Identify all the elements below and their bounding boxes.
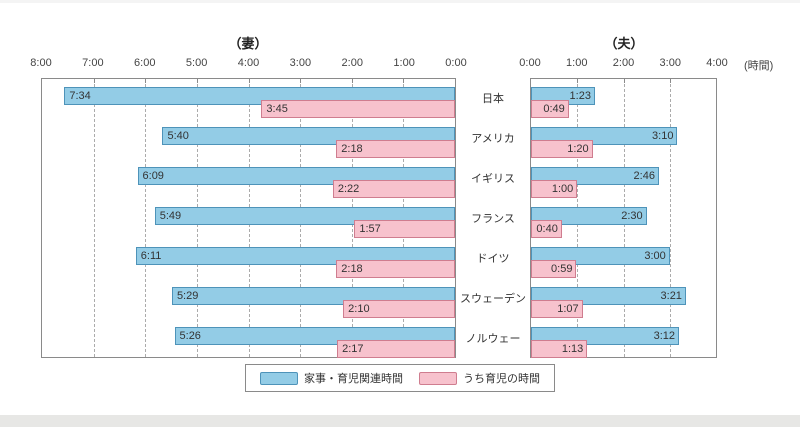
bar-value-label: 2:18 bbox=[341, 142, 363, 155]
axis-tick-label: 5:00 bbox=[185, 57, 208, 69]
husband-panel-title: （夫） bbox=[604, 36, 644, 51]
bar-value-label: 1:57 bbox=[359, 222, 381, 235]
axis-tick-label: 7:00 bbox=[82, 57, 104, 69]
bar-value-label: 1:23 bbox=[569, 89, 591, 102]
gridline bbox=[93, 79, 95, 357]
bar-value-label: 2:30 bbox=[621, 209, 643, 222]
husband-panel: 1:23 0:49 3:10 1:20 2:46 1:00 2:30 0:40 3:00 0:59… bbox=[530, 78, 717, 358]
bar-value-label: 3:10 bbox=[652, 129, 674, 142]
wife-axis: 8:00 7:00 6:00 5:00 4:00 3:00 2:00 1:00 0:00 bbox=[30, 57, 466, 71]
bar-value-label: 5:26 bbox=[179, 329, 201, 342]
legend-swatch-icon bbox=[419, 371, 457, 385]
axis-tick-label: 6:00 bbox=[134, 57, 156, 69]
legend-item: 家事・育児関連時間 bbox=[260, 370, 403, 386]
bar-value-label: 6:09 bbox=[142, 169, 164, 182]
axis-tick-mark bbox=[93, 79, 95, 83]
country-label: 日本 bbox=[482, 93, 504, 105]
bar-value-label: 3:12 bbox=[653, 329, 675, 342]
bar-husband-childcare: 0:49 bbox=[531, 100, 569, 118]
axis-tick-label: 1:00 bbox=[566, 57, 588, 69]
country-label: イギリス bbox=[471, 173, 515, 185]
bar-value-label: 2:17 bbox=[342, 342, 364, 355]
axis-tick-label: 1:00 bbox=[393, 57, 415, 69]
bar-value-label: 1:20 bbox=[567, 142, 589, 155]
bar-wife-childcare: 2:18 bbox=[336, 140, 455, 158]
axis-tick-mark bbox=[196, 79, 198, 83]
wife-panel-title: （妻） bbox=[228, 36, 268, 51]
axis-tick-mark bbox=[300, 79, 302, 83]
bar-wife-childcare: 2:22 bbox=[332, 180, 455, 198]
legend-item: うち育児の時間 bbox=[419, 370, 540, 386]
axis-tick-label: 3:00 bbox=[289, 57, 312, 69]
legend-swatch-icon bbox=[260, 371, 298, 385]
axis-tick-label: 4:00 bbox=[237, 57, 260, 69]
bar-value-label: 2:10 bbox=[348, 302, 370, 315]
country-label: ドイツ bbox=[476, 253, 510, 265]
bar-value-label: 5:40 bbox=[167, 129, 189, 142]
bar-husband-childcare: 1:07 bbox=[531, 300, 583, 318]
bar-value-label: 0:59 bbox=[551, 262, 573, 275]
axis-tick-mark bbox=[403, 79, 405, 83]
axis-unit-label: (時間) bbox=[744, 60, 774, 72]
axis-tick-label: 8:00 bbox=[30, 57, 52, 69]
bar-husband-childcare: 1:20 bbox=[531, 140, 593, 158]
bar-value-label: 2:22 bbox=[337, 182, 360, 195]
bar-wife-childcare: 2:17 bbox=[337, 340, 455, 358]
bar-value-label: 2:18 bbox=[341, 262, 363, 275]
country-label: スウェーデン bbox=[460, 293, 526, 305]
bar-value-label: 0:49 bbox=[543, 102, 565, 115]
legend: 家事・育児関連時間 うち育児の時間 bbox=[245, 364, 555, 392]
bar-wife-childcare: 3:45 bbox=[261, 100, 455, 118]
bar-value-label: 5:49 bbox=[159, 209, 182, 222]
bar-value-label: 3:21 bbox=[660, 289, 682, 302]
husband-axis: 0:00 1:00 2:00 3:00 4:00 bbox=[519, 57, 727, 71]
bar-husband-childcare: 1:13 bbox=[531, 340, 588, 358]
axis-tick-mark bbox=[623, 79, 625, 83]
bar-value-label: 0:40 bbox=[536, 222, 558, 235]
bar-value-label: 2:46 bbox=[633, 169, 655, 182]
axis-tick-label: 0:00 bbox=[519, 57, 541, 69]
legend-label: うち育児の時間 bbox=[463, 373, 540, 385]
axis-tick-mark bbox=[351, 79, 353, 83]
bar-value-label: 1:07 bbox=[557, 302, 579, 315]
gridline bbox=[145, 79, 147, 357]
axis-tick-label: 2:00 bbox=[341, 57, 363, 69]
gridline bbox=[669, 79, 671, 357]
wife-panel: 7:34 3:45 5:40 2:18 6:09 2:22 5:49 1:57 6:11 2:18… bbox=[41, 78, 456, 358]
axis-tick-label: 3:00 bbox=[659, 57, 681, 69]
bar-value-label: 1:00 bbox=[551, 182, 574, 195]
country-label: フランス bbox=[471, 213, 515, 225]
page-top-strip bbox=[0, 0, 800, 3]
bar-husband-childcare: 0:59 bbox=[531, 260, 577, 278]
bar-value-label: 7:34 bbox=[69, 89, 91, 102]
axis-tick-label: 2:00 bbox=[612, 57, 635, 69]
bar-wife-childcare: 1:57 bbox=[354, 220, 455, 238]
country-label: ノルウェー bbox=[465, 333, 521, 345]
bar-value-label: 1:13 bbox=[561, 342, 584, 355]
bar-husband-childcare: 0:40 bbox=[531, 220, 562, 238]
bar-wife-childcare: 2:18 bbox=[336, 260, 455, 278]
country-label: アメリカ bbox=[471, 133, 515, 145]
axis-tick-mark bbox=[145, 79, 147, 83]
page-bottom-strip bbox=[0, 415, 800, 427]
legend-label: 家事・育児関連時間 bbox=[304, 373, 403, 385]
axis-tick-mark bbox=[577, 79, 579, 83]
axis-tick-mark bbox=[248, 79, 250, 83]
bar-husband-childcare: 1:00 bbox=[531, 180, 578, 198]
bar-value-label: 3:45 bbox=[266, 102, 288, 115]
country-labels-column: 日本アメリカイギリスフランスドイツスウェーデン ノルウェー bbox=[457, 78, 529, 358]
bar-value-label: 3:00 bbox=[644, 249, 666, 262]
bar-wife-childcare: 2:10 bbox=[343, 300, 455, 318]
bar-value-label: 5:29 bbox=[176, 289, 199, 302]
axis-tick-label: 4:00 bbox=[706, 57, 728, 69]
bar-value-label: 6:11 bbox=[140, 249, 162, 262]
axis-tick-label: 0:00 bbox=[445, 57, 467, 69]
axis-tick-mark bbox=[669, 79, 671, 83]
